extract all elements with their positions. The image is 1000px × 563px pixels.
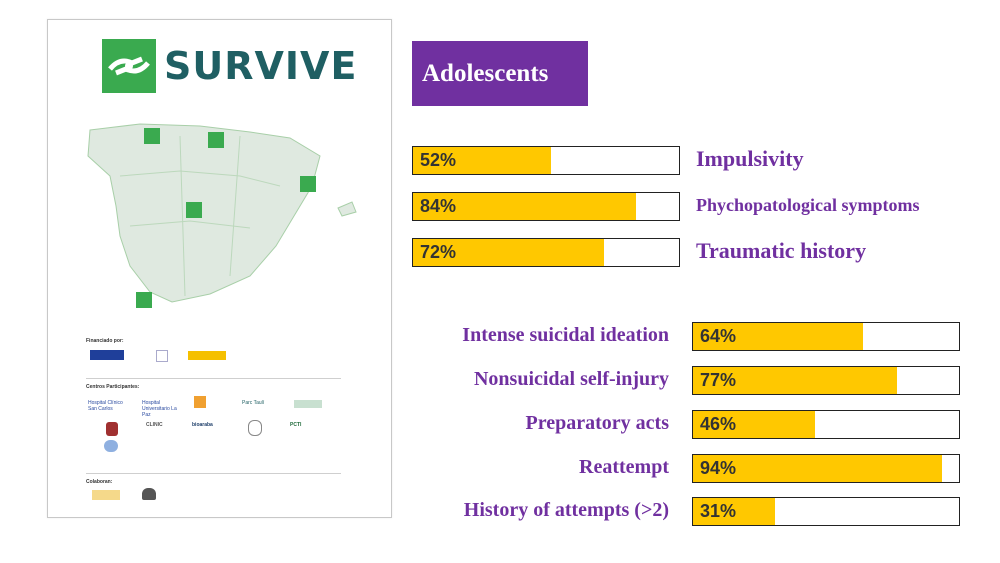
- logo-text: SURVIVE: [164, 44, 358, 88]
- bar: [413, 193, 636, 220]
- partner-logo-mark: [104, 440, 118, 452]
- bar-track: 72%: [412, 238, 680, 267]
- data-label: 64%: [700, 326, 737, 346]
- location-marker-icon: [300, 176, 316, 192]
- category-label: History of attempts (>2): [463, 498, 669, 521]
- category-label: Nonsuicidal self-injury: [473, 367, 669, 390]
- bar: [413, 147, 551, 174]
- bar-track: 64%: [692, 322, 960, 351]
- partner-logo: bioaraba: [192, 422, 213, 428]
- data-label: 31%: [700, 501, 737, 521]
- category-label: Intense suicidal ideation: [462, 323, 669, 346]
- chart-title: Adolescents: [412, 41, 588, 106]
- category-label: Impulsivity: [696, 146, 804, 172]
- separator: [86, 473, 341, 474]
- hands-heart-icon: [102, 39, 156, 93]
- location-marker-icon: [186, 202, 202, 218]
- category-label: Traumatic history: [696, 238, 867, 264]
- category-label: Reattempt: [579, 455, 669, 478]
- bar: [693, 498, 776, 525]
- bar-track: 94%: [692, 454, 960, 483]
- separator: [86, 378, 341, 379]
- partner-logo: Parc Taulí: [242, 400, 265, 406]
- funded-label: Financiado por:: [86, 338, 124, 344]
- category-label: Phychopatological symptoms: [696, 194, 920, 215]
- university-seal: [106, 422, 118, 436]
- location-marker-icon: [144, 128, 160, 144]
- bar-track: 31%: [692, 497, 960, 526]
- spain-gov-logo: [188, 351, 226, 360]
- collaborator-logo: [92, 490, 120, 500]
- bar-track: 46%: [692, 410, 960, 439]
- partner-logo-mark: [194, 396, 206, 408]
- partner-logo-mark: [294, 400, 322, 408]
- funder-logo: [156, 350, 168, 362]
- eu-flag-logo: [90, 350, 124, 360]
- data-label: 84%: [420, 196, 457, 216]
- bar: [413, 239, 604, 266]
- bar: [693, 367, 898, 394]
- location-marker-icon: [136, 292, 152, 308]
- data-label: 94%: [700, 458, 737, 478]
- survive-logo: SURVIVE: [102, 38, 357, 94]
- data-label: 77%: [700, 370, 737, 390]
- survive-poster: SURVIVE Financiado por: Centros Particip…: [47, 19, 392, 518]
- data-label: 46%: [700, 414, 737, 434]
- partner-logo: Hospital Clínico San Carlos: [88, 400, 123, 412]
- partner-logo: Hospital Universitario La Paz: [142, 400, 177, 418]
- bar-track: 77%: [692, 366, 960, 395]
- bar-track: 52%: [412, 146, 680, 175]
- bar: [693, 323, 863, 350]
- location-marker-icon: [208, 132, 224, 148]
- partner-logo: CLINIC: [146, 422, 163, 428]
- spain-map: [87, 123, 357, 308]
- category-label: Preparatory acts: [525, 411, 669, 434]
- bar: [693, 455, 943, 482]
- bar: [693, 411, 815, 438]
- centers-label: Centros Participantes:: [86, 384, 140, 390]
- partner-logo: PCTI: [290, 422, 302, 428]
- data-label: 72%: [420, 242, 457, 262]
- tree-icon: [142, 488, 156, 500]
- partner-seal: [248, 420, 262, 436]
- bar-track: 84%: [412, 192, 680, 221]
- data-label: 52%: [420, 150, 457, 170]
- collab-label: Colaboran:: [86, 479, 113, 485]
